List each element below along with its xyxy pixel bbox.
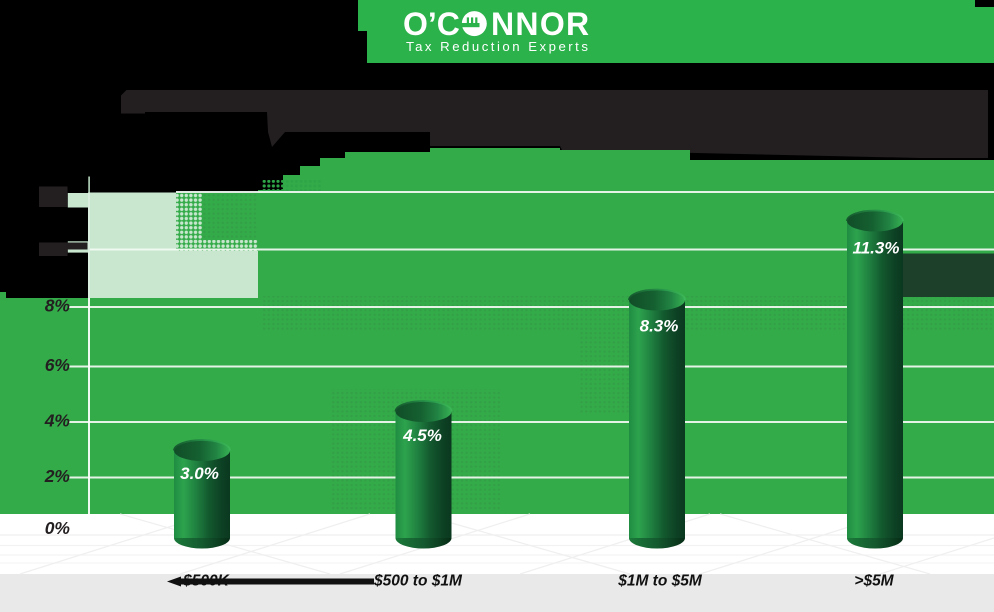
svg-text:Tax Reduction Experts: Tax Reduction Experts xyxy=(406,39,590,54)
svg-text:NNOR: NNOR xyxy=(491,6,590,42)
svg-text:2%: 2% xyxy=(44,466,71,486)
svg-text:$500K: $500K xyxy=(182,573,230,590)
svg-text:6%: 6% xyxy=(45,355,71,375)
svg-text:4%: 4% xyxy=(44,411,71,431)
svg-text:4.5%: 4.5% xyxy=(402,426,442,445)
svg-text:8%: 8% xyxy=(45,296,71,316)
svg-text:$1M to $5M: $1M to $5M xyxy=(617,573,703,590)
svg-text:11.3%: 11.3% xyxy=(853,239,900,258)
svg-text:3.0%: 3.0% xyxy=(180,464,219,483)
svg-text:8.3%: 8.3% xyxy=(640,317,679,336)
svg-text:$500 to $1M: $500 to $1M xyxy=(373,573,463,590)
svg-text:0%: 0% xyxy=(45,518,71,538)
svg-text:>$5M: >$5M xyxy=(854,573,894,590)
